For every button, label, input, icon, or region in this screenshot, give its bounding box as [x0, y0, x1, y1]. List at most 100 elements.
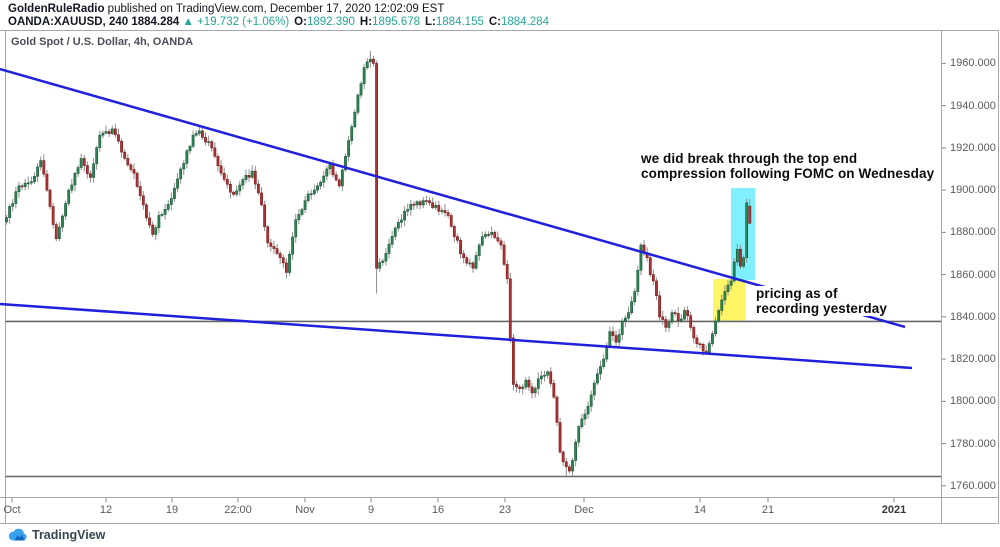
candle-body [673, 312, 677, 314]
low-value: 1884.155 [435, 16, 484, 28]
candle-body [515, 384, 518, 388]
candle-body [695, 337, 699, 345]
time-tick-label: 14 [693, 504, 707, 516]
footer-bar: TradingView [0, 524, 1000, 547]
chart-title: Gold Spot / U.S. Dollar, 4h, OANDA [11, 36, 194, 48]
candle-body [418, 201, 422, 206]
candle-body [387, 243, 391, 254]
candle-body [297, 214, 301, 220]
time-tick-label: 22:00 [224, 504, 252, 516]
close-value: 1884.284 [501, 16, 549, 28]
candle-body [536, 378, 540, 389]
candle-body [316, 185, 319, 191]
candle-body [477, 244, 481, 256]
candle-body [617, 334, 621, 343]
candle-body [679, 318, 683, 322]
symbol-status-line: OANDA:XAUUSD, 240 1884.284 ▲ +19.732 (+1… [8, 16, 549, 28]
candle-body [421, 200, 425, 206]
trendline-upper[interactable] [0, 67, 906, 329]
candle-body [415, 201, 419, 206]
candle-body [284, 262, 288, 273]
publish-info-line: GoldenRuleRadio published on TradingView… [8, 3, 444, 15]
candle-body [546, 371, 550, 376]
candle-body [11, 203, 15, 207]
price-tick-label: 1840.000 [950, 310, 996, 323]
candle-body [337, 179, 341, 187]
candle-body [344, 156, 347, 171]
candle-body [325, 168, 329, 177]
candle-body [42, 160, 46, 175]
candle-body [614, 335, 618, 343]
candle-body [229, 184, 232, 193]
candle-body [729, 280, 733, 286]
candle-body [440, 210, 444, 212]
candle-body [356, 94, 360, 113]
candle-body [61, 215, 64, 228]
time-tick-label: 2021 [881, 504, 907, 516]
candle-body [176, 178, 179, 189]
candle-body [375, 63, 378, 269]
annotation-pricing-note[interactable]: pricing as of recording yesterday [756, 286, 890, 316]
candle-body [291, 236, 295, 255]
candle-body [735, 248, 739, 263]
tradingview-logo-text: TradingView [32, 528, 106, 542]
candle-body [95, 147, 99, 165]
candle-body [620, 320, 624, 335]
close-label: C: [488, 16, 501, 28]
price-tick-label: 1800.000 [950, 395, 996, 408]
candle-body [686, 310, 689, 316]
candle-body [138, 186, 142, 197]
candle-body [257, 183, 260, 194]
candle-body [459, 239, 462, 254]
candle-body [235, 190, 239, 195]
candle-body [151, 224, 155, 235]
candle-body [154, 227, 158, 235]
candle-body [281, 257, 285, 264]
candle-body [530, 386, 534, 394]
candle-body [518, 386, 522, 389]
candle-body [73, 173, 77, 186]
candle-body [207, 141, 211, 143]
candle-body [70, 184, 74, 191]
candle-body [465, 257, 469, 264]
candle-body [586, 405, 590, 415]
candle-body [300, 209, 304, 215]
tradingview-logo[interactable]: TradingView [8, 528, 105, 542]
candle-body [191, 134, 195, 147]
candle-body [241, 179, 245, 186]
candle-body [132, 169, 136, 174]
candle-body [39, 160, 43, 168]
candle-body [748, 205, 752, 224]
candle-body [247, 175, 251, 178]
candle-body [135, 172, 139, 187]
candle-body [396, 222, 400, 229]
candle-body [692, 327, 696, 339]
candle-body [85, 165, 89, 174]
candle-body [250, 170, 254, 178]
candle-body [179, 168, 183, 180]
candle-body [309, 193, 313, 196]
candle-body [129, 164, 133, 170]
candle-body [225, 179, 229, 185]
trendline-lower[interactable] [0, 302, 913, 370]
candle-body [592, 382, 596, 396]
candle-body [452, 226, 456, 237]
candle-body [160, 214, 164, 216]
annotation-pricing-line1: pricing as of [756, 286, 841, 301]
price-tick-label: 1920.000 [950, 141, 996, 154]
candle-body [449, 215, 453, 227]
candle-body [359, 83, 363, 96]
candle-body [583, 413, 587, 420]
candle-body [409, 203, 413, 210]
candle-body [630, 301, 634, 313]
price-tick-label: 1820.000 [950, 353, 996, 366]
candle-body [141, 195, 145, 206]
candle-body [173, 187, 176, 199]
candle-body [406, 209, 410, 212]
candle-body [443, 210, 447, 213]
candle-body [107, 131, 111, 134]
candle-body [104, 131, 108, 134]
annotation-fomc-breakout[interactable]: we did break through the top end compres… [641, 151, 935, 181]
candle-body [611, 331, 615, 336]
